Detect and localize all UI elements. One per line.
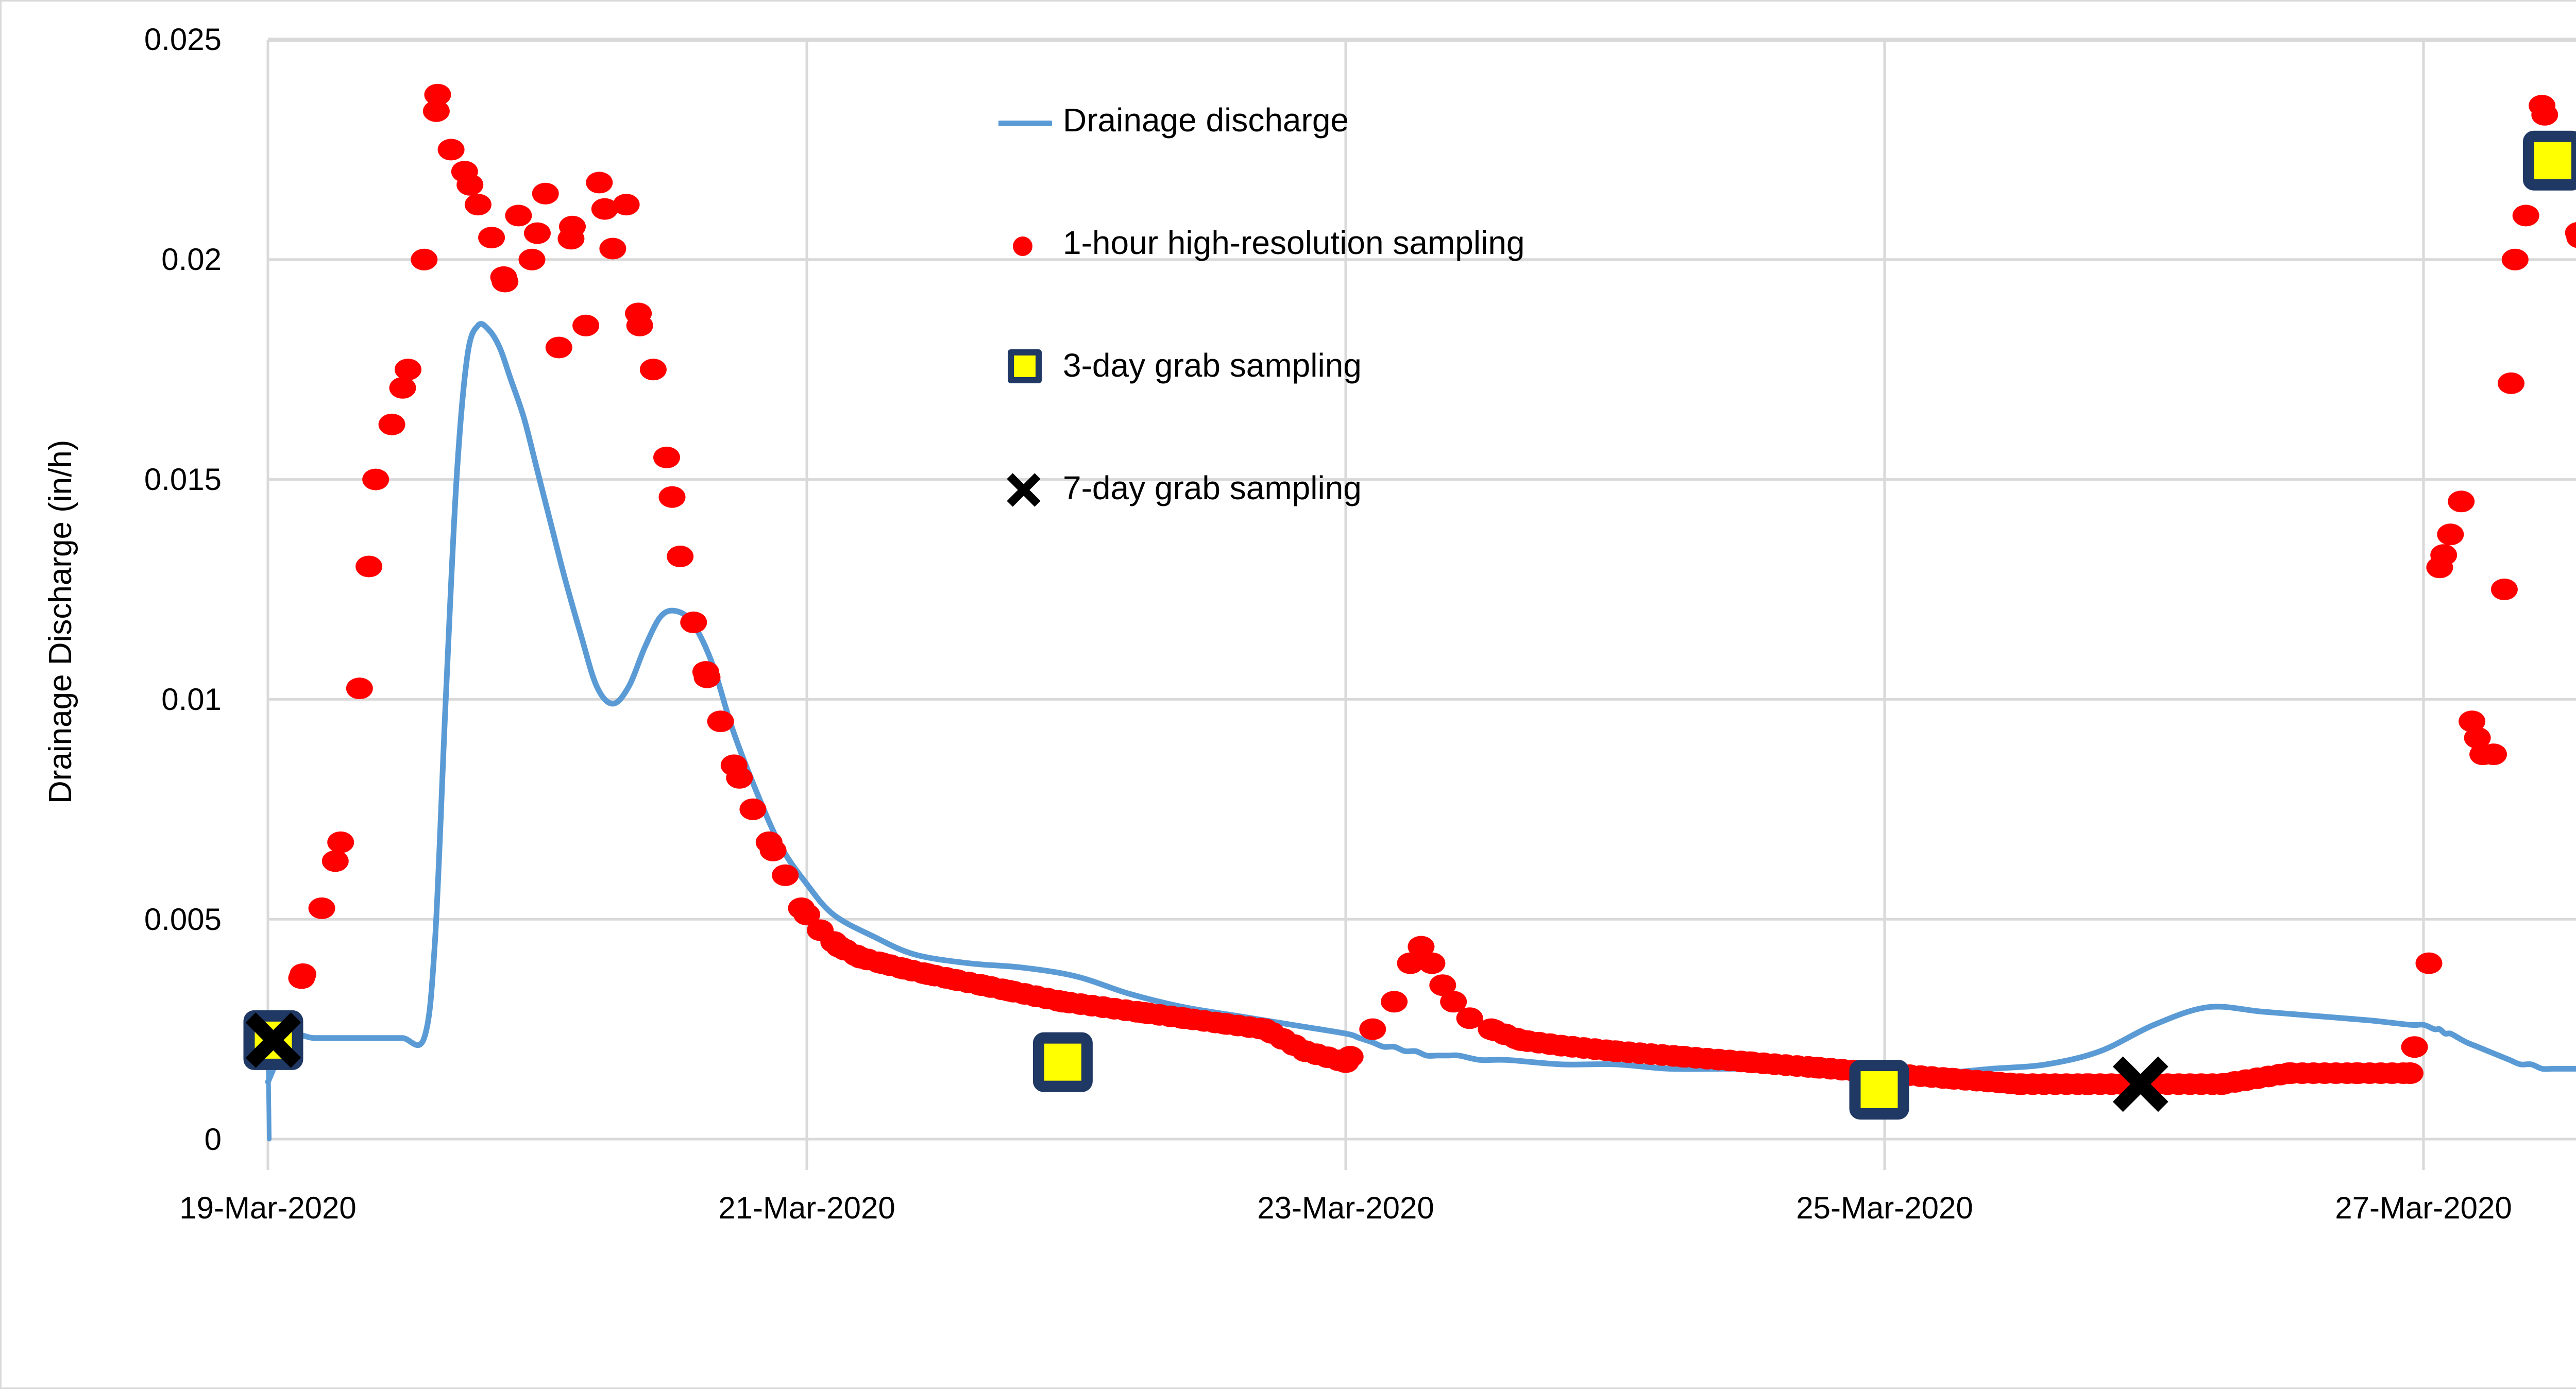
chart-canvas — [243, 38, 2576, 1170]
line-swatch-icon — [998, 121, 1052, 126]
dot-swatch-icon — [1013, 236, 1032, 256]
left-tick-5: 0.025 — [144, 22, 222, 57]
left-tick-4: 0.02 — [161, 242, 222, 277]
grab7-sampling-series — [245, 1012, 2168, 1112]
x-tick-2: 23-Mar-2020 — [1257, 1191, 1434, 1225]
legend-label-1: 1-hour high-resolution sampling — [1063, 224, 1525, 261]
x-tick-1: 21-Mar-2020 — [718, 1191, 895, 1225]
left-axis-title: Drainage Discharge (in/h) — [43, 439, 78, 804]
left-tick-1: 0.005 — [144, 902, 222, 937]
left-tick-0: 0 — [204, 1122, 222, 1157]
cross-swatch-icon — [1004, 470, 1044, 510]
x-tick-0: 19-Mar-2020 — [179, 1191, 357, 1225]
legend-label-3: 7-day grab sampling — [1063, 469, 1362, 506]
square-swatch-icon — [1008, 349, 1042, 383]
left-tick-3: 0.015 — [144, 462, 222, 497]
x-tick-4: 27-Mar-2020 — [2335, 1191, 2512, 1225]
legend-label-0: Drainage discharge — [1063, 101, 1349, 139]
left-tick-2: 0.01 — [161, 682, 222, 717]
legend-label-2: 3-day grab sampling — [1063, 347, 1362, 384]
plot-area — [243, 38, 2576, 1170]
gridlines — [266, 38, 2576, 1170]
x-tick-3: 25-Mar-2020 — [1796, 1191, 1973, 1225]
discharge-line-series — [265, 321, 2576, 1142]
